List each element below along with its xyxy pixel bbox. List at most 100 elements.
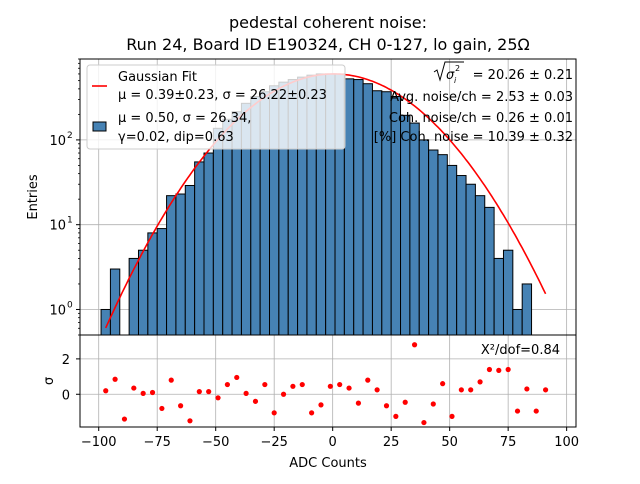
histogram-bar <box>362 83 373 336</box>
avg-noise-text: Avg. noise/ch = 2.53 ± 0.03 <box>390 90 573 105</box>
residual-point <box>337 381 343 388</box>
histogram-bar <box>381 91 392 336</box>
sigma-superscript: 2 <box>455 64 460 73</box>
residual-point <box>346 385 352 391</box>
residual-point <box>131 385 137 391</box>
residual-point <box>271 410 277 416</box>
sigma-subscript: i <box>454 76 457 85</box>
histogram-bar <box>184 184 196 336</box>
histogram-bar <box>400 114 411 336</box>
residual-y-axis-label: σ <box>42 377 57 385</box>
residual-point <box>421 419 427 426</box>
residual-point <box>514 408 521 414</box>
histogram-bar <box>474 195 486 336</box>
residual-point <box>542 387 549 393</box>
histogram-bar <box>446 164 458 336</box>
residual-point <box>224 381 230 388</box>
histogram-bar <box>137 249 149 336</box>
residual-point <box>309 410 315 416</box>
x-tick-label: −50 <box>202 435 229 450</box>
chart-title-line2: Run 24, Board ID E190324, CH 0-127, lo g… <box>126 35 529 54</box>
x-tick-label: −75 <box>143 435 170 450</box>
x-tick-label: −25 <box>260 435 287 450</box>
histogram-bar <box>493 257 504 336</box>
residual-point <box>103 388 109 394</box>
histogram-bar <box>175 193 186 336</box>
residual-point <box>280 391 287 397</box>
residual-y-tick-label: 2 <box>62 353 70 368</box>
histogram-bar <box>484 206 495 336</box>
histogram-bars <box>100 73 533 336</box>
residual-point <box>440 381 446 387</box>
histogram-bar <box>222 118 233 336</box>
residual-point <box>411 342 418 348</box>
histogram-bar <box>465 183 476 336</box>
legend-hist-line1: μ = 0.50, σ = 26.34, <box>118 111 251 126</box>
residual-point <box>196 389 202 395</box>
residual-point <box>449 413 455 419</box>
histogram-bar <box>353 79 364 336</box>
main-y-tick-exponent: 2 <box>67 131 73 141</box>
residual-y-tick-label: 0 <box>62 388 70 403</box>
histogram-bar <box>203 152 214 336</box>
residual-point <box>365 377 371 383</box>
histogram-bar <box>343 78 355 336</box>
x-tick-label: 100 <box>554 435 579 450</box>
main-y-tick-label: 10 <box>49 219 66 234</box>
x-tick-label: −100 <box>81 435 117 450</box>
x-axis-label: ADC Counts <box>289 456 367 471</box>
x-tick-label: 25 <box>383 435 400 450</box>
residual-point <box>299 381 305 388</box>
residual-point <box>496 367 502 373</box>
histogram-bar <box>418 139 430 336</box>
x-tick-label: 50 <box>441 435 458 450</box>
residual-point <box>374 387 380 393</box>
residual-x-ticks: −100 −75 −50 −25 0 25 50 75 100 <box>81 427 579 450</box>
residual-point <box>393 413 399 419</box>
residual-point <box>112 376 118 382</box>
residual-point <box>458 387 464 393</box>
stats-annotations: σ i 2 = 20.26 ± 0.21 Avg. noise/ch = 2.5… <box>374 61 573 145</box>
histogram-bar <box>456 175 467 336</box>
residual-point <box>524 386 530 392</box>
residual-point <box>252 398 259 404</box>
histogram-bar <box>409 122 420 336</box>
sigma-symbol: σ <box>446 68 455 83</box>
histogram-bar <box>521 283 533 336</box>
residual-point <box>243 390 249 396</box>
histogram-bar <box>212 127 224 336</box>
residual-point <box>327 383 333 389</box>
residual-point <box>383 403 390 409</box>
residual-point <box>187 418 193 424</box>
residual-y-ticks: 02 <box>62 353 80 403</box>
histogram-bar <box>194 161 205 336</box>
chi2-annotation: X²/dof=0.84 <box>481 343 560 358</box>
histogram-bar <box>512 308 523 336</box>
main-y-tick-label: 10 <box>49 303 66 318</box>
chart-title-line1: pedestal coherent noise: <box>229 13 427 32</box>
residual-point <box>486 366 493 373</box>
legend-box <box>86 64 346 150</box>
legend-fit-params: μ = 0.39±0.23, σ = 26.22±0.23 <box>118 88 327 103</box>
residual-point <box>318 402 324 408</box>
legend-hist-line2: γ=0.02, dip=0.63 <box>118 130 234 145</box>
pct-coh-noise-text: [%] Coh. noise = 10.39 ± 0.32 <box>374 130 573 145</box>
residual-point <box>140 390 146 396</box>
histogram-bar <box>428 149 439 336</box>
residual-point <box>206 389 212 395</box>
main-y-tick-exponent: 1 <box>67 216 73 226</box>
legend-fit-label: Gaussian Fit <box>118 70 197 85</box>
sqrt-sign <box>433 61 464 82</box>
residual-point <box>215 395 221 401</box>
residual-point <box>149 389 156 396</box>
residual-points <box>103 342 549 426</box>
residual-point <box>355 400 362 406</box>
histogram-bar <box>502 249 514 336</box>
main-y-axis-label: Entries <box>26 174 41 220</box>
residual-axes-frame <box>79 334 577 428</box>
main-y-tick-label: 10 <box>49 134 66 149</box>
residual-point <box>121 416 128 422</box>
residual-point <box>262 381 268 388</box>
coh-noise-text: Coh. noise/ch = 0.26 ± 0.01 <box>389 111 573 126</box>
